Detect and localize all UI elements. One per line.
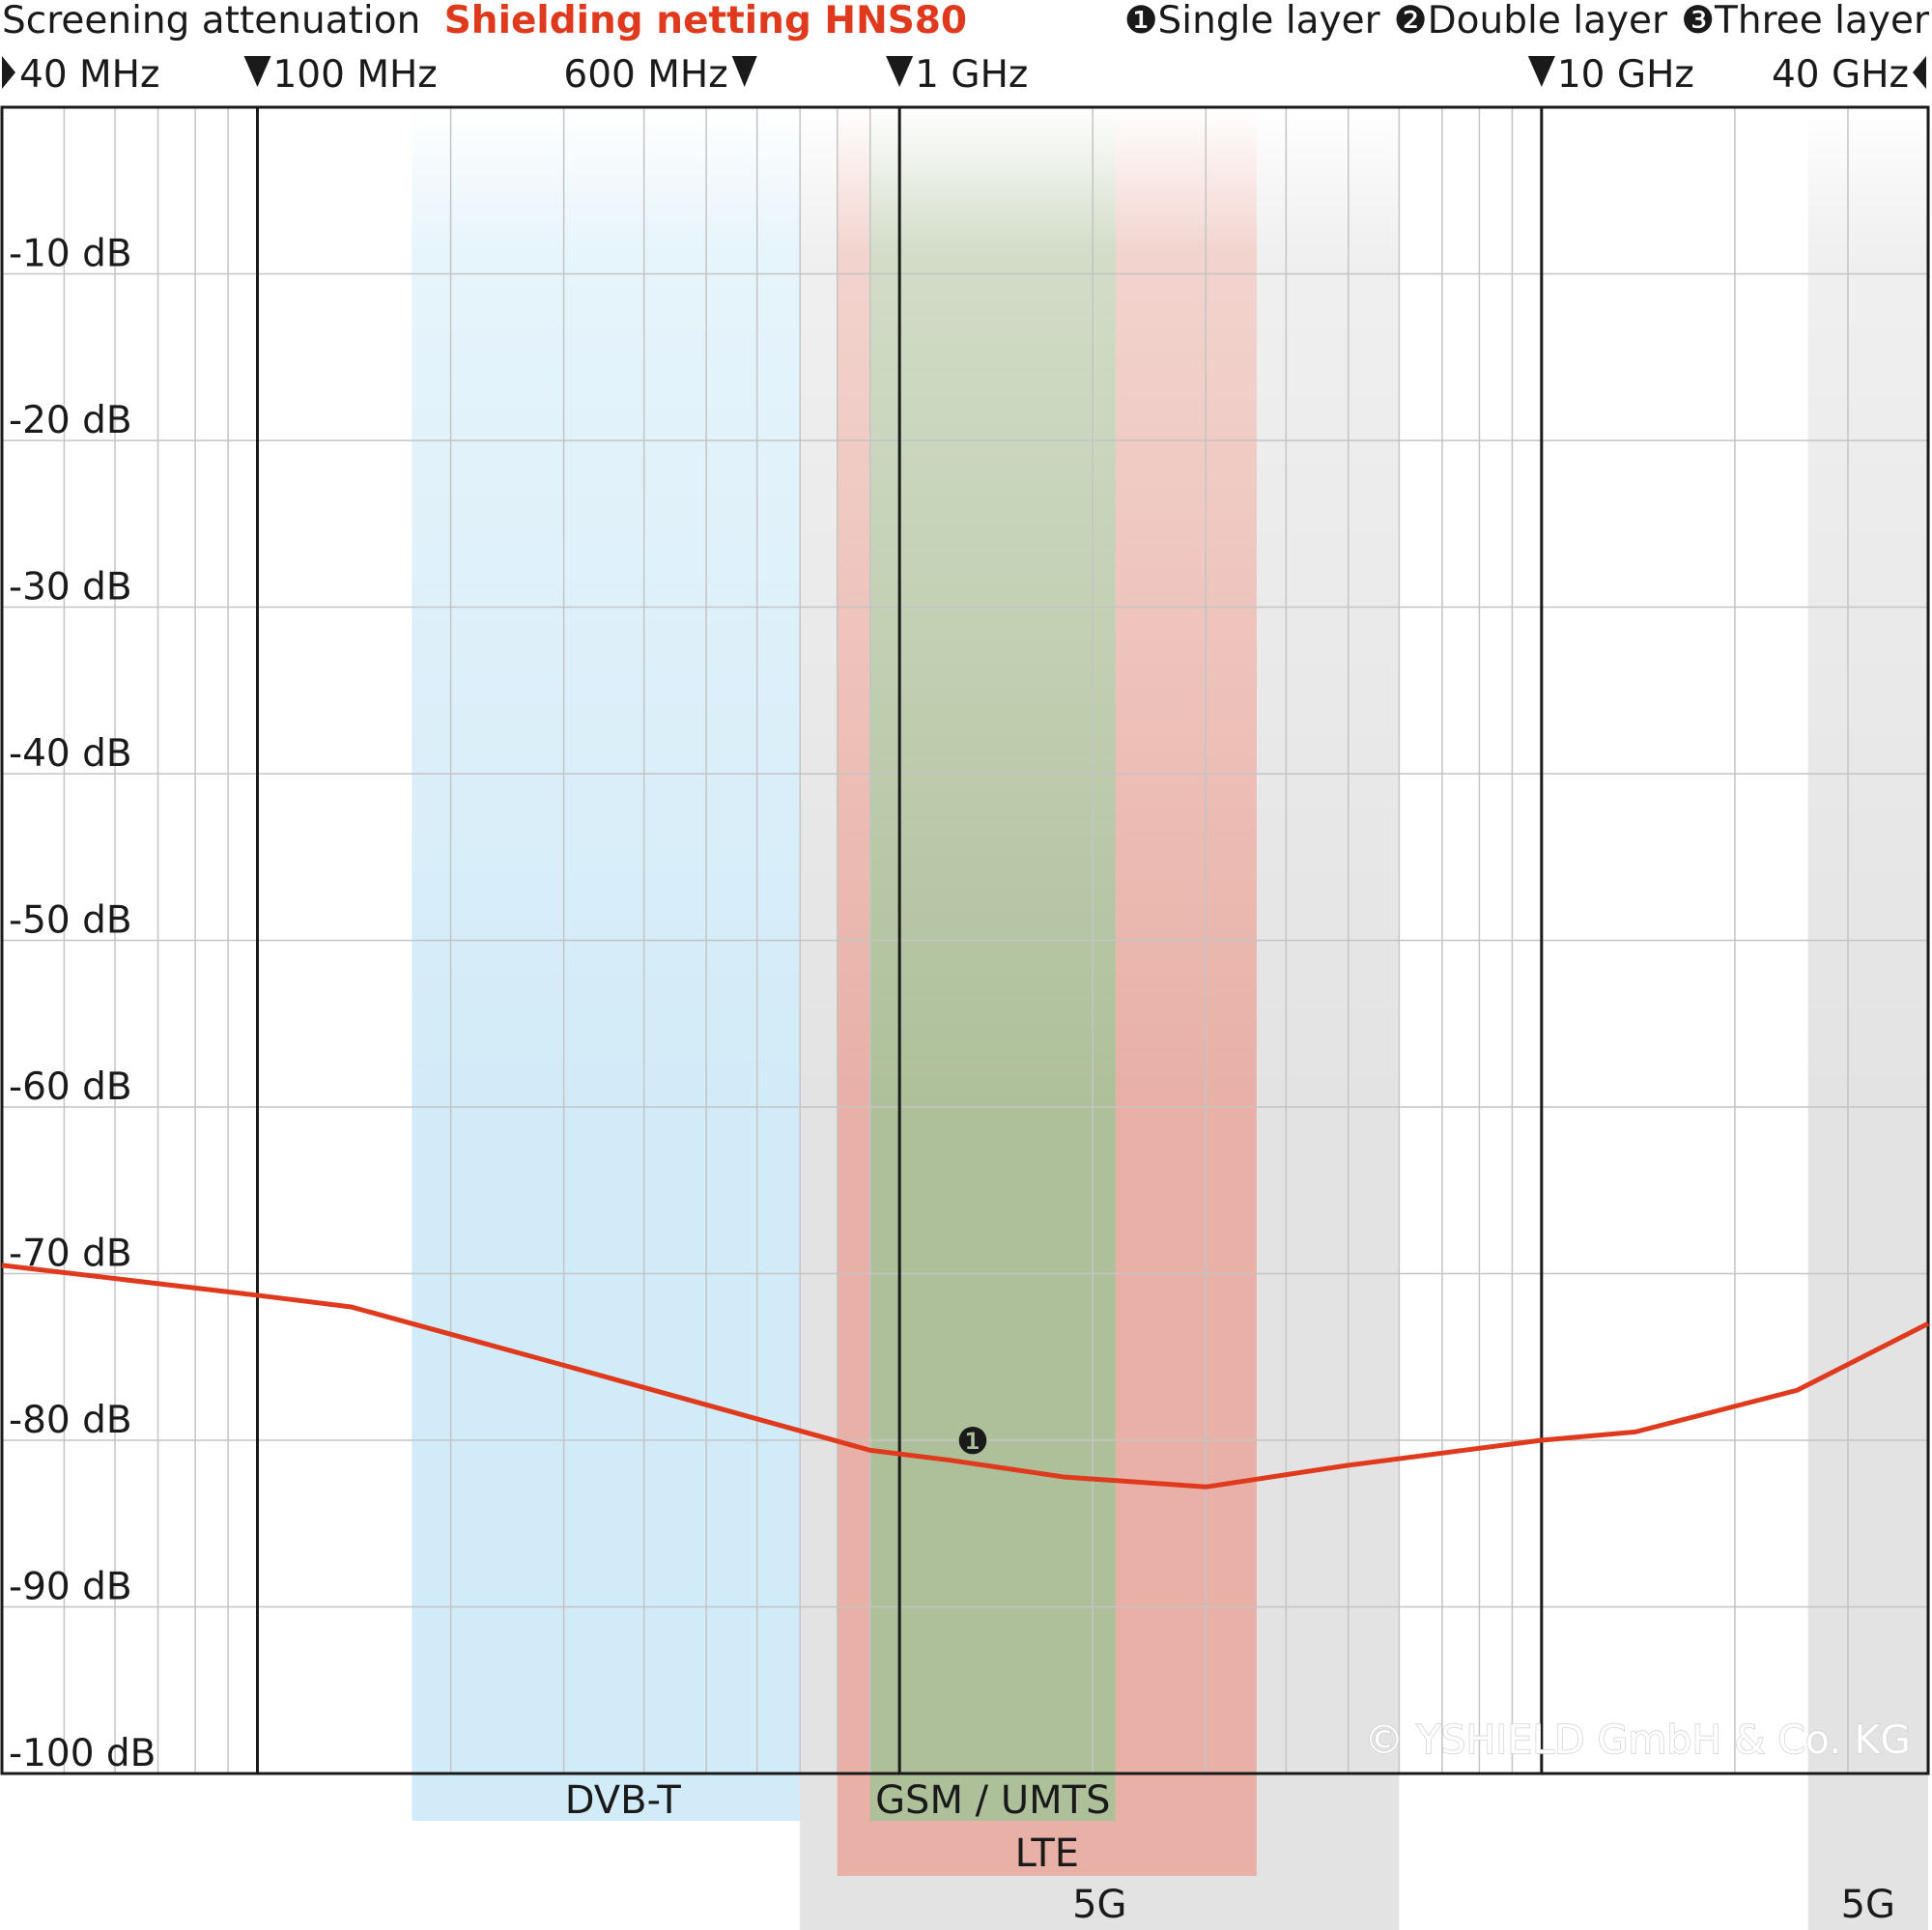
chart-subtitle: Shielding netting HNS80 <box>444 0 967 43</box>
chart-header: Screening attenuation Shielding netting … <box>2 0 1930 43</box>
x-marker-triangle <box>243 56 271 87</box>
x-marker-label: 40 GHz <box>1772 53 1909 97</box>
band-label: 5G <box>1072 1883 1126 1927</box>
x-marker-label: 1 GHz <box>915 53 1028 97</box>
x-marker-triangle <box>731 56 757 87</box>
y-tick-label: -20 dB <box>9 399 132 442</box>
x-marker-triangle <box>1913 56 1926 89</box>
y-tick-label: -80 dB <box>9 1399 132 1442</box>
y-tick-label: -50 dB <box>9 899 132 943</box>
band-label: LTE <box>1015 1831 1079 1876</box>
x-marker-triangle <box>886 56 914 87</box>
chart-title: Screening attenuation Shielding netting … <box>2 0 967 43</box>
y-tick-label: -70 dB <box>9 1233 132 1276</box>
series-lines: ❶ <box>1 1263 1930 1490</box>
legend-label: Double layer <box>1428 0 1668 43</box>
series-line <box>1 1263 1930 1490</box>
legend-symbol: ❷ <box>1394 0 1428 43</box>
plot-frame <box>0 105 1930 1775</box>
legend-label: Three layer <box>1714 0 1930 43</box>
y-tick-label: -30 dB <box>9 566 132 610</box>
legend-symbol: ❸ <box>1681 0 1715 43</box>
band-label: 5G <box>1841 1883 1895 1927</box>
copyright-watermark: © YSHIELD GmbH & Co. KG <box>1364 1717 1911 1763</box>
y-tick-label: -60 dB <box>9 1065 132 1109</box>
x-marker-label: 40 MHz <box>19 53 159 97</box>
band-gsm-umts <box>869 106 1116 1821</box>
grid <box>1 107 1929 1774</box>
series-marker-label: ❶ <box>956 1420 989 1462</box>
x-marker-triangle <box>2 56 15 89</box>
legend: ❶Single layer ❷Double layer ❸Three layer <box>1124 0 1930 43</box>
legend-symbol: ❶ <box>1124 0 1158 43</box>
y-tick-label: -40 dB <box>9 732 132 776</box>
legend-label: Single layer <box>1158 0 1381 43</box>
x-marker-labels: 40 MHz 100 MHz 600 MHz 1 GHz 10 GHz 40 GHz <box>2 53 1926 97</box>
band-label: GSM / UMTS <box>875 1778 1110 1823</box>
x-marker-label: 600 MHz <box>563 53 727 97</box>
y-tick-label: -100 dB <box>9 1732 156 1775</box>
band-label: DVB-T <box>565 1778 682 1823</box>
x-marker-label: 100 MHz <box>272 53 437 97</box>
y-tick-label: -10 dB <box>9 233 132 276</box>
y-tick-label: -90 dB <box>9 1566 132 1609</box>
band-5g <box>1807 106 1928 1930</box>
y-tick-labels: -10 dB -20 dB -30 dB -40 dB -50 dB -60 dB -70 … <box>9 233 156 1776</box>
frequency-bands <box>412 106 1928 1930</box>
x-marker-triangle <box>1527 56 1555 87</box>
band-dvb-t <box>412 106 835 1821</box>
band-labels: DVB-T 5G LTE GSM / UMTS 5G <box>565 1778 1895 1927</box>
x-marker-label: 10 GHz <box>1557 53 1694 97</box>
